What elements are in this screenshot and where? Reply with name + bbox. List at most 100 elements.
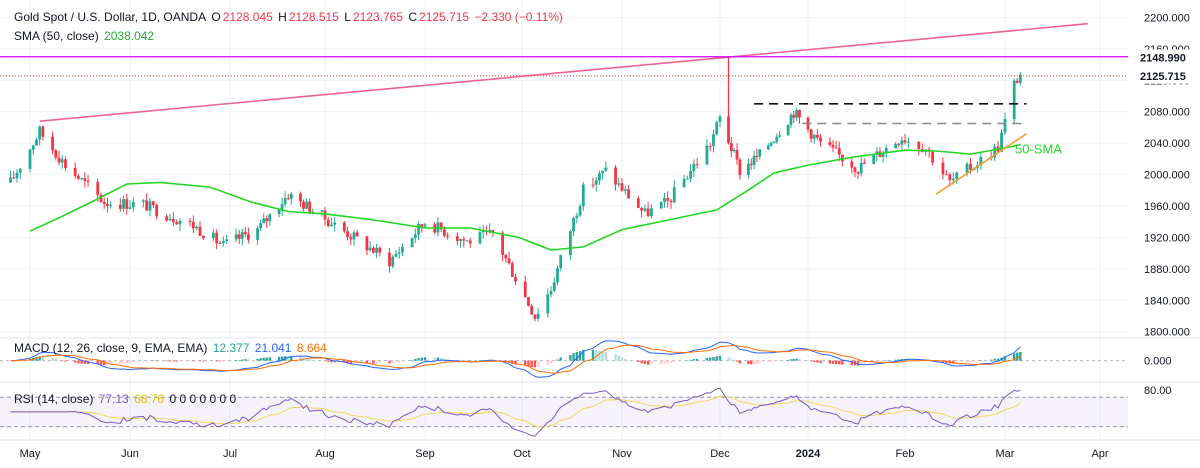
- candle-body[interactable]: [856, 171, 860, 174]
- candle-body[interactable]: [650, 208, 653, 217]
- candle-body[interactable]: [850, 161, 854, 168]
- candle-body[interactable]: [917, 141, 921, 149]
- candle-body[interactable]: [368, 247, 372, 251]
- candle-body[interactable]: [168, 218, 172, 221]
- candle-body[interactable]: [237, 234, 241, 239]
- candle-body[interactable]: [96, 181, 100, 195]
- candle-body[interactable]: [346, 231, 349, 238]
- rising-trendline[interactable]: [39, 22, 1088, 122]
- candle-body[interactable]: [979, 156, 983, 166]
- candle-body[interactable]: [188, 220, 192, 222]
- candle-body[interactable]: [165, 216, 169, 221]
- candle-body[interactable]: [9, 177, 12, 183]
- candle-body[interactable]: [666, 197, 670, 201]
- candle-body[interactable]: [894, 143, 898, 149]
- candle-body[interactable]: [465, 240, 469, 242]
- candle-body[interactable]: [446, 235, 450, 237]
- candle-body[interactable]: [755, 155, 759, 157]
- candle-body[interactable]: [533, 314, 537, 319]
- candle-body[interactable]: [122, 199, 125, 209]
- candle-body[interactable]: [302, 201, 305, 209]
- candle-body[interactable]: [83, 178, 87, 181]
- candle-body[interactable]: [900, 140, 904, 145]
- candle-body[interactable]: [617, 183, 621, 185]
- candle-body[interactable]: [128, 207, 132, 209]
- candle-body[interactable]: [689, 171, 692, 179]
- candle-body[interactable]: [54, 150, 58, 158]
- macd-line[interactable]: [10, 340, 1021, 378]
- candle-body[interactable]: [640, 207, 643, 211]
- candle-body[interactable]: [837, 148, 841, 155]
- candle-body[interactable]: [234, 234, 238, 240]
- candle-body[interactable]: [397, 252, 401, 254]
- candle-body[interactable]: [191, 221, 195, 229]
- candle-body[interactable]: [211, 232, 215, 239]
- support-trendline[interactable]: [935, 133, 1027, 195]
- candle-body[interactable]: [729, 143, 733, 152]
- candle-body[interactable]: [636, 198, 640, 208]
- candle-body[interactable]: [308, 201, 312, 213]
- candle-body[interactable]: [73, 167, 77, 176]
- candle-body[interactable]: [145, 200, 149, 211]
- candle-body[interactable]: [443, 229, 446, 236]
- candle-body[interactable]: [591, 184, 595, 186]
- candle-body[interactable]: [38, 126, 42, 140]
- candle-body[interactable]: [575, 215, 579, 218]
- candle-body[interactable]: [201, 235, 205, 239]
- candle-body[interactable]: [507, 258, 511, 264]
- candle-body[interactable]: [256, 228, 259, 240]
- candle-body[interactable]: [692, 163, 696, 172]
- candle-body[interactable]: [141, 200, 145, 202]
- candle-body[interactable]: [672, 187, 676, 203]
- candle-body[interactable]: [993, 146, 997, 158]
- candle-body[interactable]: [948, 174, 952, 181]
- candle-body[interactable]: [378, 247, 382, 253]
- candle-body[interactable]: [388, 252, 391, 267]
- candle-body[interactable]: [401, 246, 404, 253]
- candle-body[interactable]: [76, 175, 80, 179]
- candle-body[interactable]: [841, 154, 844, 162]
- candle-body[interactable]: [118, 204, 122, 209]
- rsi-line[interactable]: [10, 387, 1021, 437]
- candle-body[interactable]: [280, 204, 284, 210]
- candle-body[interactable]: [559, 255, 563, 269]
- sma-legend[interactable]: SMA (50, close) 2038.042: [14, 29, 156, 43]
- candle-body[interactable]: [758, 149, 762, 157]
- candle-body[interactable]: [501, 232, 504, 255]
- candle-body[interactable]: [51, 136, 54, 151]
- candle-body[interactable]: [106, 204, 109, 206]
- candle-body[interactable]: [240, 232, 244, 239]
- candle-body[interactable]: [523, 281, 527, 298]
- candle-body[interactable]: [413, 234, 417, 239]
- candle-body[interactable]: [18, 168, 22, 173]
- candle-body[interactable]: [125, 199, 129, 209]
- candle-body[interactable]: [265, 218, 269, 222]
- candle-body[interactable]: [243, 232, 247, 235]
- candle-body[interactable]: [969, 163, 972, 170]
- candle-body[interactable]: [646, 208, 650, 217]
- candle-body[interactable]: [1012, 80, 1016, 120]
- candle-body[interactable]: [872, 154, 876, 164]
- candle-body[interactable]: [417, 224, 420, 235]
- candle-body[interactable]: [86, 180, 90, 182]
- candle-body[interactable]: [897, 143, 901, 145]
- candle-body[interactable]: [834, 147, 838, 149]
- candle-body[interactable]: [792, 114, 796, 118]
- candle-body[interactable]: [695, 163, 699, 165]
- candle-body[interactable]: [468, 240, 472, 244]
- candle-body[interactable]: [109, 204, 113, 206]
- candle-body[interactable]: [527, 297, 530, 306]
- candle-body[interactable]: [218, 243, 222, 245]
- candle-body[interactable]: [931, 151, 934, 163]
- candle-body[interactable]: [488, 229, 492, 232]
- candle-body[interactable]: [333, 222, 337, 225]
- rsi-legend[interactable]: RSI (14, close) 77.13 68.76 0 0 0 0 0 0 …: [14, 392, 238, 406]
- candle-body[interactable]: [31, 145, 35, 150]
- candle-body[interactable]: [394, 253, 398, 257]
- candle-body[interactable]: [420, 224, 424, 227]
- candle-body[interactable]: [299, 193, 302, 202]
- candle-body[interactable]: [286, 198, 290, 200]
- candle-body[interactable]: [15, 172, 19, 179]
- candle-body[interactable]: [881, 153, 885, 157]
